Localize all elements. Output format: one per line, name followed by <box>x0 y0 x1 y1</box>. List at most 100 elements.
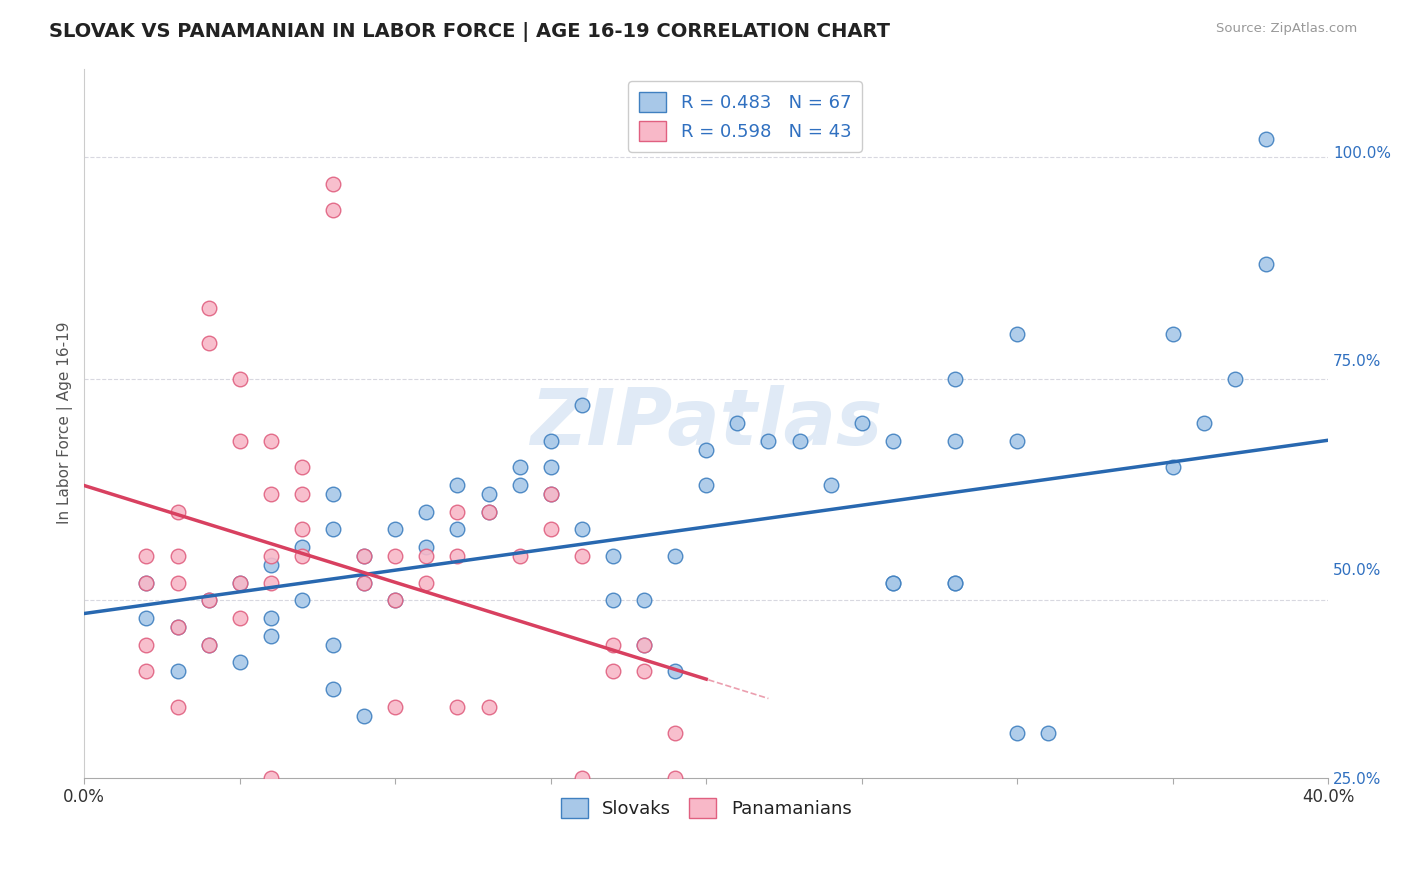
Point <box>135 575 157 590</box>
Point <box>943 575 966 590</box>
Point <box>384 593 406 607</box>
Point <box>229 656 252 670</box>
Point <box>540 487 562 501</box>
Point <box>166 664 188 678</box>
Point <box>1130 859 1153 873</box>
Point <box>540 434 562 448</box>
Point <box>1192 416 1215 430</box>
Point <box>540 487 562 501</box>
Point <box>633 664 655 678</box>
Point <box>571 549 593 563</box>
Point <box>943 372 966 386</box>
Point <box>415 549 437 563</box>
Point <box>291 460 314 475</box>
Point <box>260 611 283 625</box>
Point <box>384 549 406 563</box>
Point <box>509 460 531 475</box>
Point <box>882 575 904 590</box>
Point <box>602 593 624 607</box>
Text: ZIPatlas: ZIPatlas <box>530 385 883 461</box>
Point <box>353 575 375 590</box>
Point <box>260 558 283 572</box>
Point <box>260 549 283 563</box>
Point <box>602 664 624 678</box>
Point <box>260 487 283 501</box>
Point <box>664 771 686 785</box>
Point <box>851 416 873 430</box>
Point <box>353 575 375 590</box>
Point <box>943 575 966 590</box>
Point <box>477 505 499 519</box>
Point <box>633 593 655 607</box>
Point <box>291 593 314 607</box>
Point <box>166 505 188 519</box>
Point <box>197 336 219 351</box>
Point <box>446 478 468 492</box>
Point <box>540 522 562 536</box>
Point <box>509 478 531 492</box>
Point <box>353 549 375 563</box>
Point <box>1223 372 1246 386</box>
Point <box>135 575 157 590</box>
Y-axis label: In Labor Force | Age 16-19: In Labor Force | Age 16-19 <box>58 322 73 524</box>
Point <box>135 664 157 678</box>
Point <box>135 549 157 563</box>
Point <box>291 487 314 501</box>
Point <box>322 487 344 501</box>
Point <box>540 460 562 475</box>
Point <box>135 611 157 625</box>
Point <box>229 372 252 386</box>
Point <box>1254 132 1277 146</box>
Point <box>664 664 686 678</box>
Text: Source: ZipAtlas.com: Source: ZipAtlas.com <box>1216 22 1357 36</box>
Point <box>1099 859 1122 873</box>
Point <box>415 540 437 554</box>
Point <box>664 549 686 563</box>
Point <box>291 522 314 536</box>
Point <box>1005 327 1028 342</box>
Point <box>446 549 468 563</box>
Point <box>260 629 283 643</box>
Point <box>353 708 375 723</box>
Point <box>353 549 375 563</box>
Point <box>166 699 188 714</box>
Point <box>664 726 686 740</box>
Point <box>135 638 157 652</box>
Point <box>197 593 219 607</box>
Point <box>446 522 468 536</box>
Point <box>725 416 748 430</box>
Point <box>415 505 437 519</box>
Point <box>446 505 468 519</box>
Point <box>384 522 406 536</box>
Point <box>415 575 437 590</box>
Point <box>633 638 655 652</box>
Point <box>229 611 252 625</box>
Legend: Slovaks, Panamanians: Slovaks, Panamanians <box>554 791 859 825</box>
Point <box>477 505 499 519</box>
Point <box>789 434 811 448</box>
Point <box>1005 434 1028 448</box>
Point <box>197 301 219 315</box>
Point <box>477 699 499 714</box>
Point <box>166 575 188 590</box>
Point <box>260 575 283 590</box>
Point <box>322 177 344 191</box>
Point <box>1005 726 1028 740</box>
Point <box>229 575 252 590</box>
Point <box>477 487 499 501</box>
Point <box>197 638 219 652</box>
Point <box>571 771 593 785</box>
Point <box>633 638 655 652</box>
Point <box>571 398 593 412</box>
Point <box>291 540 314 554</box>
Point <box>1254 256 1277 270</box>
Point <box>229 575 252 590</box>
Point <box>758 434 780 448</box>
Point <box>384 593 406 607</box>
Point <box>384 699 406 714</box>
Point <box>260 434 283 448</box>
Text: SLOVAK VS PANAMANIAN IN LABOR FORCE | AGE 16-19 CORRELATION CHART: SLOVAK VS PANAMANIAN IN LABOR FORCE | AG… <box>49 22 890 42</box>
Point <box>197 593 219 607</box>
Point <box>322 681 344 696</box>
Point <box>820 478 842 492</box>
